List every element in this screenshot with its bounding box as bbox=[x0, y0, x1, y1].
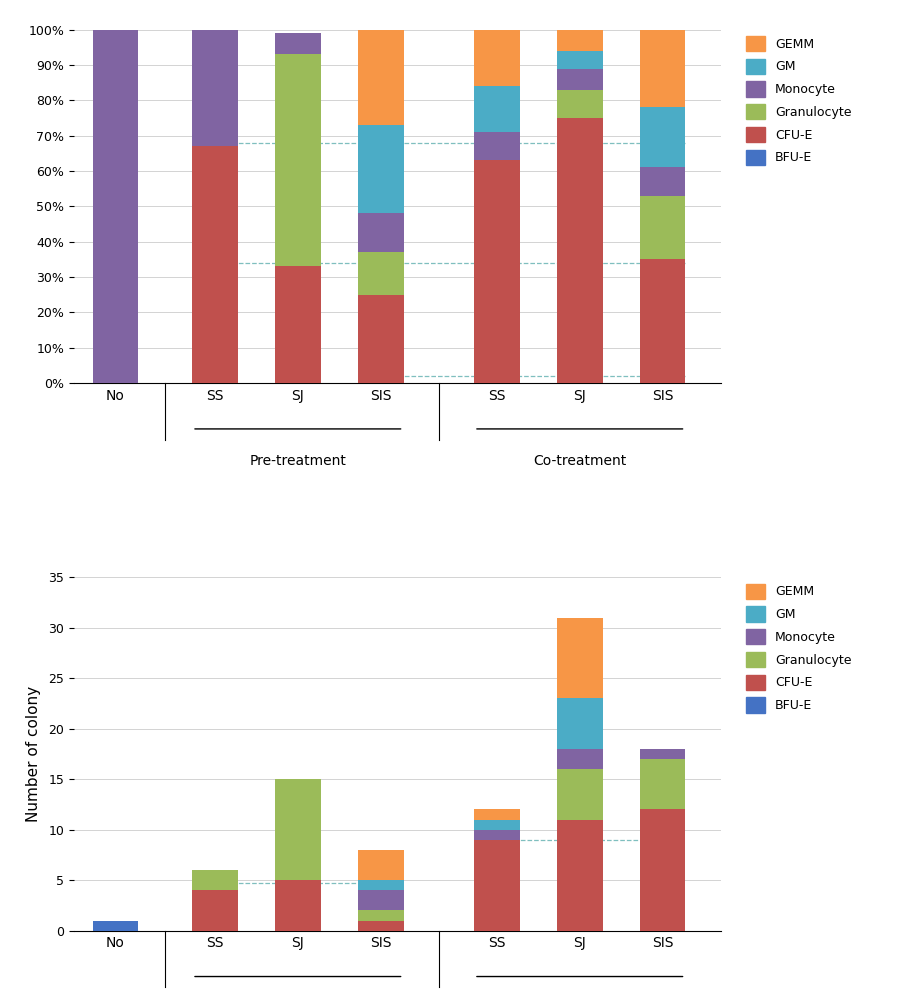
Bar bbox=[640, 759, 686, 810]
Y-axis label: Number of colony: Number of colony bbox=[27, 686, 42, 822]
Bar bbox=[474, 840, 519, 931]
Bar bbox=[358, 125, 404, 214]
Bar bbox=[275, 266, 321, 383]
Bar bbox=[640, 167, 686, 196]
Bar bbox=[358, 880, 404, 890]
Bar bbox=[192, 30, 237, 147]
Bar bbox=[358, 911, 404, 921]
Bar bbox=[474, 86, 519, 132]
Text: Co-treatment: Co-treatment bbox=[533, 453, 626, 467]
Bar bbox=[358, 890, 404, 911]
Bar bbox=[358, 214, 404, 252]
Bar bbox=[474, 26, 519, 86]
Text: Pre-treatment: Pre-treatment bbox=[249, 453, 346, 467]
Bar bbox=[557, 68, 602, 90]
Bar bbox=[358, 921, 404, 931]
Bar bbox=[640, 196, 686, 259]
Bar bbox=[192, 147, 237, 383]
Bar bbox=[557, 618, 602, 698]
Bar bbox=[557, 50, 602, 68]
Bar bbox=[557, 769, 602, 820]
Bar bbox=[640, 810, 686, 931]
Bar bbox=[640, 259, 686, 383]
Bar bbox=[275, 779, 321, 880]
Bar bbox=[557, 118, 602, 383]
Bar bbox=[474, 820, 519, 830]
Bar bbox=[474, 810, 519, 820]
Bar bbox=[640, 30, 686, 108]
Bar bbox=[557, 90, 602, 118]
Bar bbox=[557, 748, 602, 769]
Bar bbox=[275, 880, 321, 931]
Bar bbox=[557, 30, 602, 50]
Bar bbox=[474, 830, 519, 840]
Bar bbox=[192, 890, 237, 931]
Bar bbox=[474, 160, 519, 383]
Bar bbox=[358, 0, 404, 125]
Bar bbox=[275, 54, 321, 266]
Legend: GEMM, GM, Monocyte, Granulocyte, CFU-E, BFU-E: GEMM, GM, Monocyte, Granulocyte, CFU-E, … bbox=[747, 36, 852, 165]
Bar bbox=[557, 820, 602, 931]
Bar bbox=[192, 870, 237, 890]
Bar bbox=[474, 132, 519, 160]
Bar bbox=[358, 295, 404, 383]
Legend: GEMM, GM, Monocyte, Granulocyte, CFU-E, BFU-E: GEMM, GM, Monocyte, Granulocyte, CFU-E, … bbox=[747, 583, 852, 713]
Bar bbox=[358, 252, 404, 295]
Bar bbox=[557, 698, 602, 748]
Bar bbox=[358, 849, 404, 880]
Bar bbox=[640, 108, 686, 167]
Bar bbox=[640, 748, 686, 759]
Bar bbox=[92, 30, 139, 383]
Bar bbox=[92, 921, 139, 931]
Bar bbox=[275, 34, 321, 54]
